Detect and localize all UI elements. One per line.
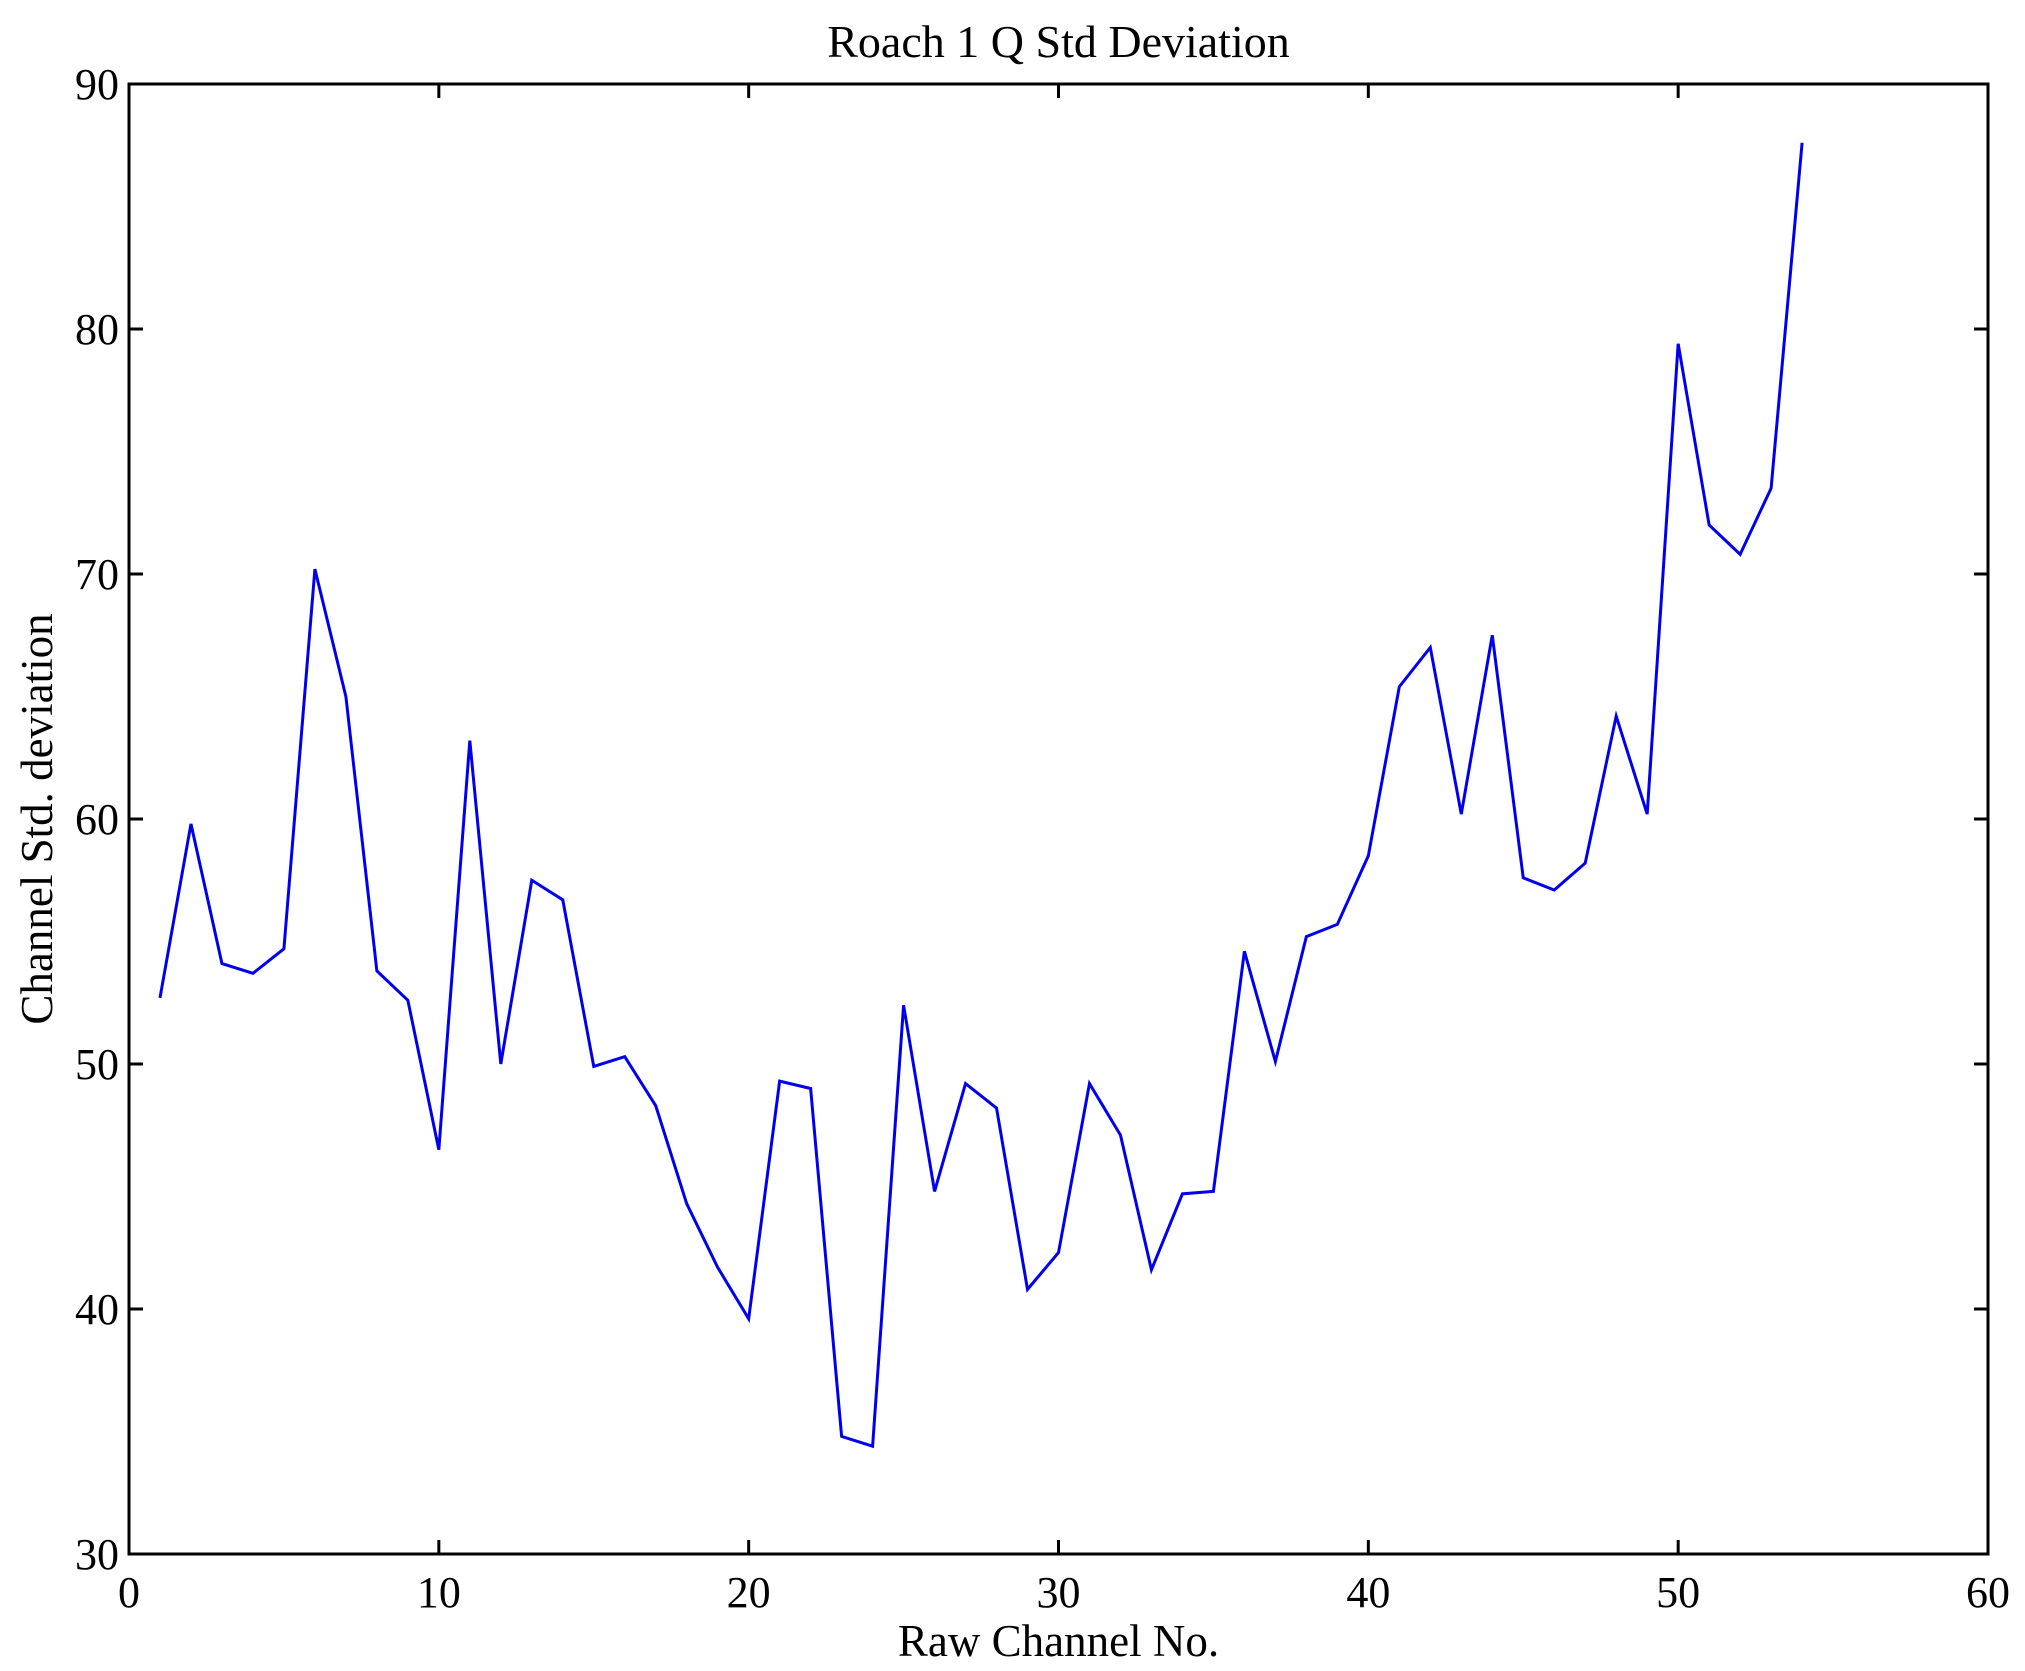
y-tick-label: 60 (75, 795, 119, 844)
chart-title: Roach 1 Q Std Deviation (827, 16, 1290, 67)
x-tick-label: 20 (727, 1568, 771, 1617)
y-tick-label: 90 (75, 60, 119, 109)
y-tick-label: 80 (75, 305, 119, 354)
x-axis-label: Raw Channel No. (898, 1616, 1219, 1666)
data-line (158, 142, 1804, 1449)
y-tick-label: 30 (75, 1530, 119, 1579)
y-tick-label: 50 (75, 1040, 119, 1089)
y-tick-label: 70 (75, 550, 119, 599)
x-tick-label: 10 (417, 1568, 461, 1617)
plot-box (127, 82, 1990, 1556)
x-tick-label: 0 (118, 1568, 140, 1617)
y-axis-label: Channel Std. deviation (12, 613, 62, 1024)
x-tick-label: 30 (1037, 1568, 1081, 1617)
y-tick-label: 40 (75, 1285, 119, 1334)
x-tick-label: 40 (1346, 1568, 1390, 1617)
x-tick-label: 50 (1656, 1568, 1700, 1617)
x-tick-label: 60 (1966, 1568, 2010, 1617)
